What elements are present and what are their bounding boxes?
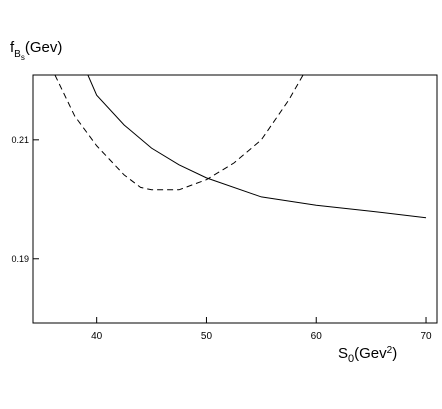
- x-axis-label: S0(Gev2): [338, 345, 397, 365]
- y-label-part: s: [21, 53, 25, 62]
- x-tick-label: 60: [311, 331, 323, 342]
- y-axis-label: fBs(Gev): [10, 39, 62, 62]
- x-label-part: 0: [348, 353, 354, 365]
- x-label-part: ): [392, 345, 397, 362]
- y-label-part: f: [10, 39, 15, 56]
- y-label-part: B: [14, 49, 21, 60]
- solid-line: [87, 75, 427, 219]
- x-label-part: 2: [387, 345, 393, 356]
- x-tick-label: 50: [201, 331, 213, 342]
- y-label-part: (Gev): [25, 39, 63, 56]
- dashed-line: [54, 75, 304, 191]
- x-tick-label: 40: [91, 331, 103, 342]
- y-tick-label: 0.21: [11, 135, 29, 145]
- plot-frame: [32, 74, 438, 324]
- y-tick-label: 0.19: [11, 254, 29, 264]
- x-tick-label: 70: [420, 331, 432, 342]
- x-label-part: S: [338, 345, 348, 362]
- x-label-part: (Gev: [354, 345, 387, 362]
